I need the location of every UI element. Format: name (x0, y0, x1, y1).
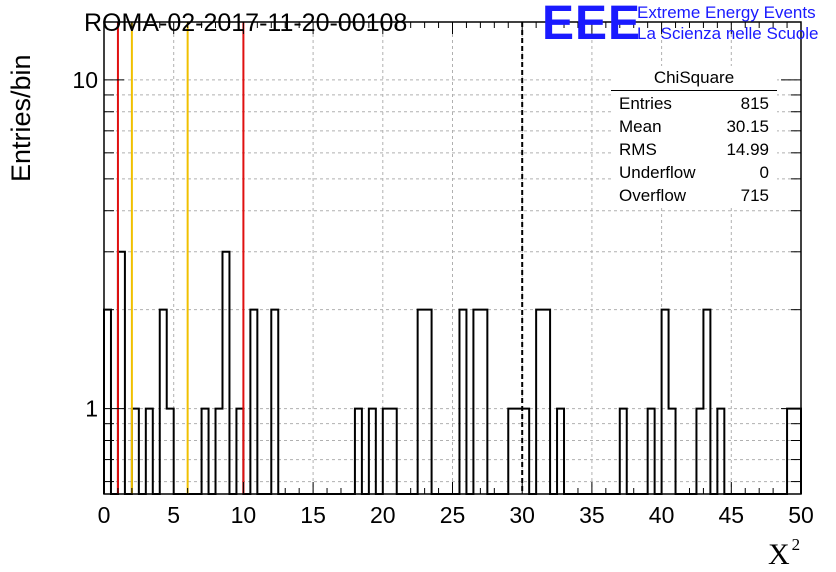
stats-label: RMS (619, 140, 657, 159)
stats-label: Mean (619, 117, 662, 136)
x-axis-label-symbol: X (768, 538, 790, 571)
stats-box: ChiSquare Entries 815 Mean 30.15 RMS 14.… (611, 66, 777, 207)
logo-subtitle-line1: Extreme Energy Events (637, 3, 816, 22)
x-tick-label: 0 (98, 502, 111, 528)
x-tick-label: 10 (231, 502, 257, 528)
stats-value: 14.99 (726, 140, 769, 159)
x-tick-label: 50 (788, 502, 814, 528)
stats-label: Underflow (619, 163, 696, 182)
stats-label: Overflow (619, 186, 687, 205)
x-tick-label: 25 (440, 502, 466, 528)
stats-label: Entries (619, 94, 672, 113)
stats-value: 30.15 (726, 117, 769, 136)
x-tick-label: 40 (649, 502, 675, 528)
x-tick-label: 30 (509, 502, 535, 528)
x-tick-label: 5 (167, 502, 180, 528)
stats-value: 0 (759, 163, 769, 182)
stats-box-title: ChiSquare (611, 66, 777, 91)
stats-row-overflow: Overflow 715 (611, 184, 777, 207)
stats-value: 715 (740, 186, 769, 205)
x-tick-label: 15 (300, 502, 326, 528)
stats-row-rms: RMS 14.99 (611, 138, 777, 161)
stats-value: 815 (740, 94, 769, 113)
stats-row-mean: Mean 30.15 (611, 115, 777, 138)
x-tick-label: 35 (579, 502, 605, 528)
logo-subtitle-line2: La Scienza nelle Scuole (637, 24, 819, 43)
plot-title: ROMA-02-2017-11-20-00108 (84, 9, 408, 37)
x-tick-label: 45 (719, 502, 745, 528)
eee-logo: EEE (542, 0, 642, 50)
stats-row-underflow: Underflow 0 (611, 161, 777, 184)
stats-row-entries: Entries 815 (611, 92, 777, 115)
x-axis-label-superscript: 2 (791, 535, 801, 554)
x-tick-label: 20 (370, 502, 396, 528)
y-axis-label: Entries/bin (6, 54, 36, 182)
y-tick-label: 1 (85, 396, 98, 422)
y-tick-label: 10 (72, 67, 98, 93)
